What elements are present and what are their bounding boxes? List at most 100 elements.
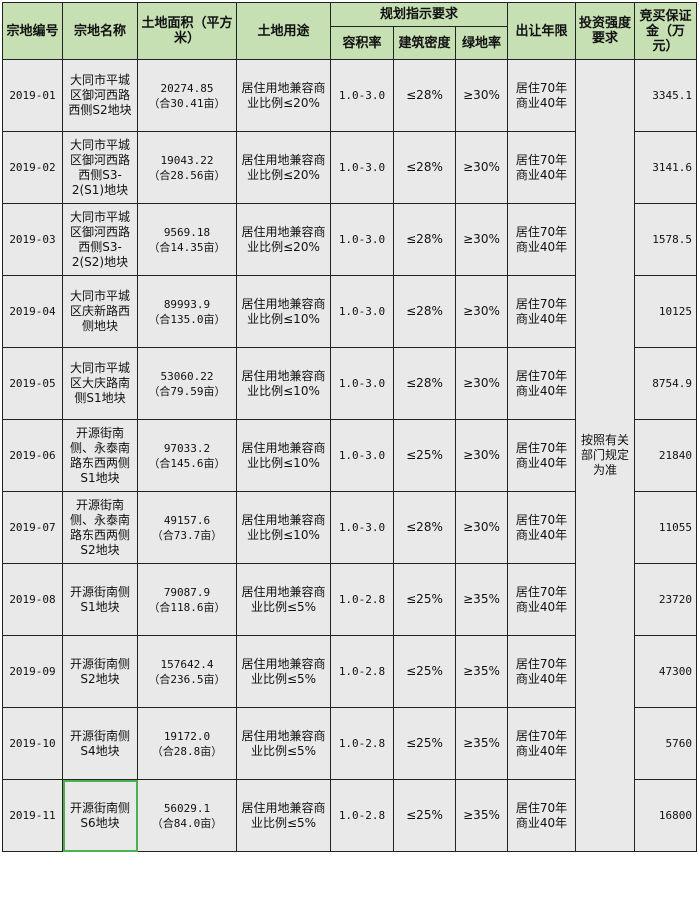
deposit-cell[interactable]: 3141.6	[634, 131, 697, 204]
area-cell[interactable]: 19043.22 （合28.56亩）	[137, 131, 237, 204]
parcel-id-cell[interactable]: 2019-11	[2, 779, 63, 852]
area-cell[interactable]: 157642.4 （合236.5亩）	[137, 635, 237, 708]
parcel-name-cell[interactable]: 大同市平城区大庆路南侧S1地块	[62, 347, 138, 420]
area-cell[interactable]: 20274.85 （合30.41亩）	[137, 59, 237, 132]
parcel-id-cell[interactable]: 2019-01	[2, 59, 63, 132]
area-cell[interactable]: 9569.18 （合14.35亩）	[137, 203, 237, 276]
far-cell[interactable]: 1.0-2.8	[330, 779, 394, 852]
density-cell[interactable]: ≤28%	[393, 491, 456, 564]
land-use-cell[interactable]: 居住用地兼容商业比例≤20%	[236, 203, 331, 276]
land-use-cell[interactable]: 居住用地兼容商业比例≤10%	[236, 275, 331, 348]
deposit-cell[interactable]: 16800	[634, 779, 697, 852]
far-cell[interactable]: 1.0-3.0	[330, 59, 394, 132]
green-ratio-cell[interactable]: ≥30%	[455, 347, 508, 420]
far-cell[interactable]: 1.0-2.8	[330, 635, 394, 708]
deposit-cell[interactable]: 21840	[634, 419, 697, 492]
term-cell[interactable]: 居住70年商业40年	[507, 59, 576, 132]
parcel-name-cell[interactable]: 开源街南侧S4地块	[62, 707, 138, 780]
term-cell[interactable]: 居住70年商业40年	[507, 203, 576, 276]
density-cell[interactable]: ≤25%	[393, 635, 456, 708]
parcel-name-cell[interactable]: 开源街南侧、永泰南路东西两侧S2地块	[62, 491, 138, 564]
deposit-cell[interactable]: 3345.1	[634, 59, 697, 132]
parcel-id-cell[interactable]: 2019-08	[2, 563, 63, 636]
green-ratio-cell[interactable]: ≥30%	[455, 131, 508, 204]
land-use-cell[interactable]: 居住用地兼容商业比例≤5%	[236, 635, 331, 708]
parcel-id-cell[interactable]: 2019-04	[2, 275, 63, 348]
density-cell[interactable]: ≤25%	[393, 707, 456, 780]
far-cell[interactable]: 1.0-3.0	[330, 203, 394, 276]
deposit-cell[interactable]: 47300	[634, 635, 697, 708]
parcel-name-cell[interactable]: 大同市平城区御河西路西侧S2地块	[62, 59, 138, 132]
deposit-cell[interactable]: 5760	[634, 707, 697, 780]
land-use-cell[interactable]: 居住用地兼容商业比例≤5%	[236, 563, 331, 636]
density-cell[interactable]: ≤28%	[393, 203, 456, 276]
area-cell[interactable]: 79087.9 （合118.6亩）	[137, 563, 237, 636]
parcel-id-cell[interactable]: 2019-07	[2, 491, 63, 564]
parcel-name-cell[interactable]: 大同市平城区御河西路西侧S3-2(S2)地块	[62, 203, 138, 276]
term-cell[interactable]: 居住70年商业40年	[507, 491, 576, 564]
parcel-name-cell[interactable]: 开源街南侧S2地块	[62, 635, 138, 708]
area-cell[interactable]: 56029.1 （合84.0亩）	[137, 779, 237, 852]
parcel-id-cell[interactable]: 2019-10	[2, 707, 63, 780]
land-use-cell[interactable]: 居住用地兼容商业比例≤5%	[236, 779, 331, 852]
green-ratio-cell[interactable]: ≥30%	[455, 203, 508, 276]
parcel-id-cell[interactable]: 2019-02	[2, 131, 63, 204]
density-cell[interactable]: ≤25%	[393, 419, 456, 492]
density-cell[interactable]: ≤28%	[393, 275, 456, 348]
parcel-id-cell[interactable]: 2019-05	[2, 347, 63, 420]
deposit-cell[interactable]: 23720	[634, 563, 697, 636]
green-ratio-cell[interactable]: ≥30%	[455, 59, 508, 132]
green-ratio-cell[interactable]: ≥35%	[455, 779, 508, 852]
term-cell[interactable]: 居住70年商业40年	[507, 419, 576, 492]
parcel-id-cell[interactable]: 2019-03	[2, 203, 63, 276]
density-cell[interactable]: ≤25%	[393, 563, 456, 636]
parcel-name-cell[interactable]: 开源街南侧S1地块	[62, 563, 138, 636]
far-cell[interactable]: 1.0-3.0	[330, 419, 394, 492]
far-cell[interactable]: 1.0-3.0	[330, 347, 394, 420]
parcel-id-cell[interactable]: 2019-06	[2, 419, 63, 492]
land-use-cell[interactable]: 居住用地兼容商业比例≤10%	[236, 419, 331, 492]
land-use-cell[interactable]: 居住用地兼容商业比例≤5%	[236, 707, 331, 780]
density-cell[interactable]: ≤28%	[393, 131, 456, 204]
land-use-cell[interactable]: 居住用地兼容商业比例≤10%	[236, 491, 331, 564]
area-cell[interactable]: 97033.2 （合145.6亩）	[137, 419, 237, 492]
land-use-cell[interactable]: 居住用地兼容商业比例≤20%	[236, 59, 331, 132]
deposit-cell[interactable]: 10125	[634, 275, 697, 348]
green-ratio-cell[interactable]: ≥30%	[455, 275, 508, 348]
land-use-cell[interactable]: 居住用地兼容商业比例≤10%	[236, 347, 331, 420]
far-cell[interactable]: 1.0-3.0	[330, 131, 394, 204]
term-cell[interactable]: 居住70年商业40年	[507, 131, 576, 204]
parcel-name-cell[interactable]: 大同市平城区御河西路西侧S3-2(S1)地块	[62, 131, 138, 204]
deposit-cell[interactable]: 11055	[634, 491, 697, 564]
green-ratio-cell[interactable]: ≥35%	[455, 635, 508, 708]
parcel-name-cell[interactable]: 开源街南侧S6地块	[62, 779, 138, 852]
parcel-name-cell[interactable]: 大同市平城区庆新路西侧地块	[62, 275, 138, 348]
far-cell[interactable]: 1.0-2.8	[330, 563, 394, 636]
density-cell[interactable]: ≤25%	[393, 779, 456, 852]
green-ratio-cell[interactable]: ≥35%	[455, 707, 508, 780]
parcel-name-cell[interactable]: 开源街南侧、永泰南路东西两侧S1地块	[62, 419, 138, 492]
density-cell[interactable]: ≤28%	[393, 59, 456, 132]
term-cell[interactable]: 居住70年商业40年	[507, 275, 576, 348]
term-cell[interactable]: 居住70年商业40年	[507, 635, 576, 708]
green-ratio-cell[interactable]: ≥30%	[455, 419, 508, 492]
investment-requirement-cell[interactable]: 按照有关部门规定为准	[575, 59, 635, 852]
area-cell[interactable]: 19172.0 （合28.8亩）	[137, 707, 237, 780]
deposit-cell[interactable]: 1578.5	[634, 203, 697, 276]
area-cell[interactable]: 53060.22 （合79.59亩）	[137, 347, 237, 420]
term-cell[interactable]: 居住70年商业40年	[507, 779, 576, 852]
term-cell[interactable]: 居住70年商业40年	[507, 347, 576, 420]
green-ratio-cell[interactable]: ≥35%	[455, 563, 508, 636]
far-cell[interactable]: 1.0-3.0	[330, 491, 394, 564]
deposit-cell[interactable]: 8754.9	[634, 347, 697, 420]
far-cell[interactable]: 1.0-3.0	[330, 275, 394, 348]
parcel-id-cell[interactable]: 2019-09	[2, 635, 63, 708]
area-cell[interactable]: 89993.9 （合135.0亩）	[137, 275, 237, 348]
far-cell[interactable]: 1.0-2.8	[330, 707, 394, 780]
green-ratio-cell[interactable]: ≥30%	[455, 491, 508, 564]
term-cell[interactable]: 居住70年商业40年	[507, 707, 576, 780]
term-cell[interactable]: 居住70年商业40年	[507, 563, 576, 636]
land-use-cell[interactable]: 居住用地兼容商业比例≤20%	[236, 131, 331, 204]
area-cell[interactable]: 49157.6 （合73.7亩）	[137, 491, 237, 564]
density-cell[interactable]: ≤28%	[393, 347, 456, 420]
